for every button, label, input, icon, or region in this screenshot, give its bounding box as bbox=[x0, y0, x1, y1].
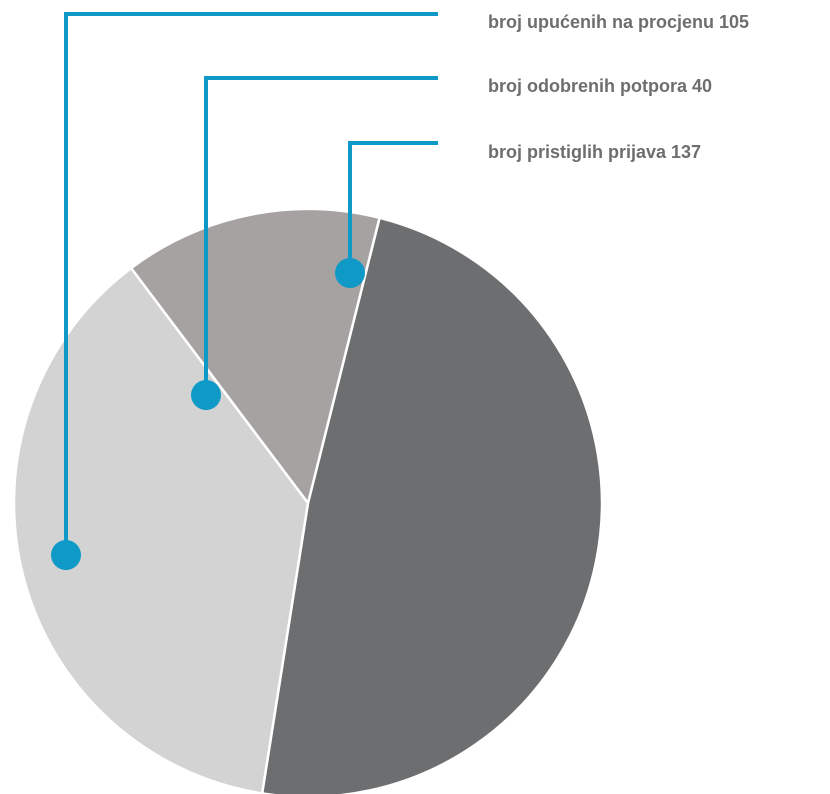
callout-upucenih-line bbox=[64, 12, 438, 555]
callout-pristiglih-dot bbox=[335, 258, 365, 288]
pie-slices bbox=[12, 207, 604, 794]
callout-odobrenih-dot bbox=[191, 380, 221, 410]
callouts bbox=[51, 12, 438, 570]
callout-upucenih-dot bbox=[51, 540, 81, 570]
label-pristiglih: broj pristiglih prijava 137 bbox=[488, 142, 701, 162]
label-odobrenih: broj odobrenih potpora 40 bbox=[488, 76, 712, 96]
callout-odobrenih-line bbox=[204, 76, 438, 395]
label-upucenih: broj upućenih na procjenu 105 bbox=[488, 12, 749, 32]
slice-pristiglih bbox=[260, 216, 604, 794]
callout-pristiglih-line bbox=[348, 141, 438, 273]
slice-odobrenih bbox=[129, 207, 381, 505]
